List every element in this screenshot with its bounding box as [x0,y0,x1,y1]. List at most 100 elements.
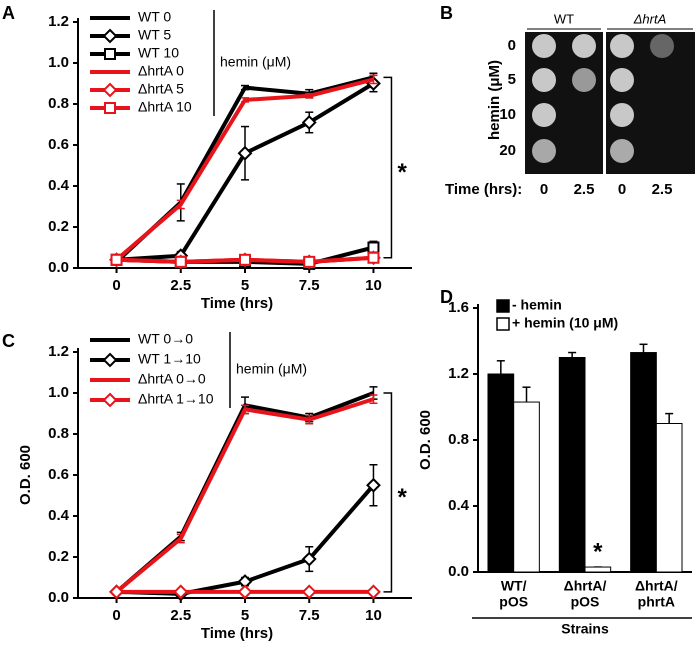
x-tick-label: 0 [112,607,120,624]
y-tick-label: 0.0 [448,563,469,580]
panel-label: C [2,331,15,351]
y-tick-label: 1.2 [48,13,69,30]
y-tick-label: 1.2 [48,343,69,360]
series-line [115,397,375,594]
marker [102,392,118,408]
y-tick-label: 0.0 [48,589,69,606]
annotation: * [397,484,407,511]
x-tick-label: 2.5 [170,607,191,624]
annotation: * [397,159,407,186]
significance-bracket [383,392,393,593]
x-tick-label: 5 [241,277,249,294]
time-value: 0 [618,181,626,198]
x-tick-label: 10 [365,607,382,624]
error-bar [639,343,648,353]
x-tick-label: 0 [112,277,120,294]
x-tick-label: 5 [241,607,249,624]
x-tick-label: 10 [365,277,382,294]
marker [102,28,118,44]
x-tick-label: 7.5 [299,607,320,624]
y-tick-label: 0.6 [48,466,69,483]
legend-swatch [496,317,510,331]
y-tick-label: 0.4 [48,507,70,524]
legend-label: - hemin [512,297,562,313]
row-label: 10 [499,106,516,123]
strain-label: WT [554,11,574,26]
legend-label: ΔhrtA 5 [138,81,184,97]
marker [301,551,317,567]
x-tick-label: 7.5 [299,277,320,294]
x-tick-label: 2.5 [170,277,191,294]
bar [630,352,657,573]
error-bar [496,360,505,374]
bar [584,566,612,573]
y-tick-label: 0.4 [448,497,470,514]
x-tick-label: ΔhrtA/ [635,578,678,594]
x-tick-label: phrtA [638,594,675,610]
y-axis-label: O.D. 600 [417,410,434,470]
x-tick-label: pOS [571,594,600,610]
panel-b: B WT ΔhrtA hemin (μM) 0 5 10 20 Time (hr… [440,3,695,198]
legend-label: WT 5 [138,27,171,43]
error-bar [522,386,531,403]
series-line [115,77,374,262]
panel-label: D [440,287,453,307]
marker [366,477,381,493]
marker [237,145,253,161]
y-tick-label: 0.6 [48,136,69,153]
x-tick-label: pOS [499,594,528,610]
x-tick-label: ΔhrtA/ [564,578,607,594]
time-value: 2.5 [652,181,673,198]
legend-label: WT 10 [138,45,179,61]
bar [558,357,586,573]
marker [173,584,189,600]
x-tick-label: WT/ [501,578,527,594]
significance-bracket [383,76,393,259]
time-value: 0 [540,181,548,198]
y-axis-label: hemin (μM) [486,60,503,140]
bar [513,401,540,573]
marker [174,255,187,268]
marker [367,251,380,264]
bar [655,423,683,573]
x-axis-label: Time (hrs) [201,625,273,642]
marker [366,584,381,600]
legend-label: ΔhrtA 1→10 [138,391,214,407]
y-tick-label: 0.0 [48,259,69,276]
y-tick-label: 0.4 [48,177,70,194]
marker [109,584,124,600]
y-tick-label: 0.8 [48,95,69,112]
legend-label: ΔhrtA 0→0 [138,371,206,387]
y-tick-label: 0.2 [48,218,69,235]
marker [104,102,116,114]
spots [532,34,674,163]
marker [104,48,116,60]
annotation: * [593,538,603,565]
row-label: 20 [499,142,516,159]
marker [237,584,253,600]
y-tick-label: 1.0 [48,384,69,401]
marker [102,352,118,368]
time-value: 2.5 [574,181,595,198]
legend-label: WT 1→10 [138,351,201,367]
error-bar [568,351,577,358]
legend-label: + hemin (10 μM) [512,315,618,331]
annotation: hemin (μM) [220,54,291,70]
y-tick-label: 0.8 [48,425,69,442]
error-bar [665,412,674,424]
bar [487,373,515,573]
y-tick-label: 0.2 [48,548,69,565]
x-axis-label: Strains [561,621,609,637]
time-label: Time (hrs): [445,181,522,198]
marker [303,255,316,268]
y-tick-label: 0.8 [448,431,469,448]
row-label: 5 [508,71,516,88]
legend-label: WT 0→0 [138,331,193,347]
marker [102,82,118,98]
y-tick-label: 1.2 [448,365,469,382]
x-axis-label: Time (hrs) [201,295,273,312]
legend-swatch [496,299,510,313]
annotation: hemin (μM) [236,361,307,377]
y-tick-label: 1.0 [48,54,69,71]
